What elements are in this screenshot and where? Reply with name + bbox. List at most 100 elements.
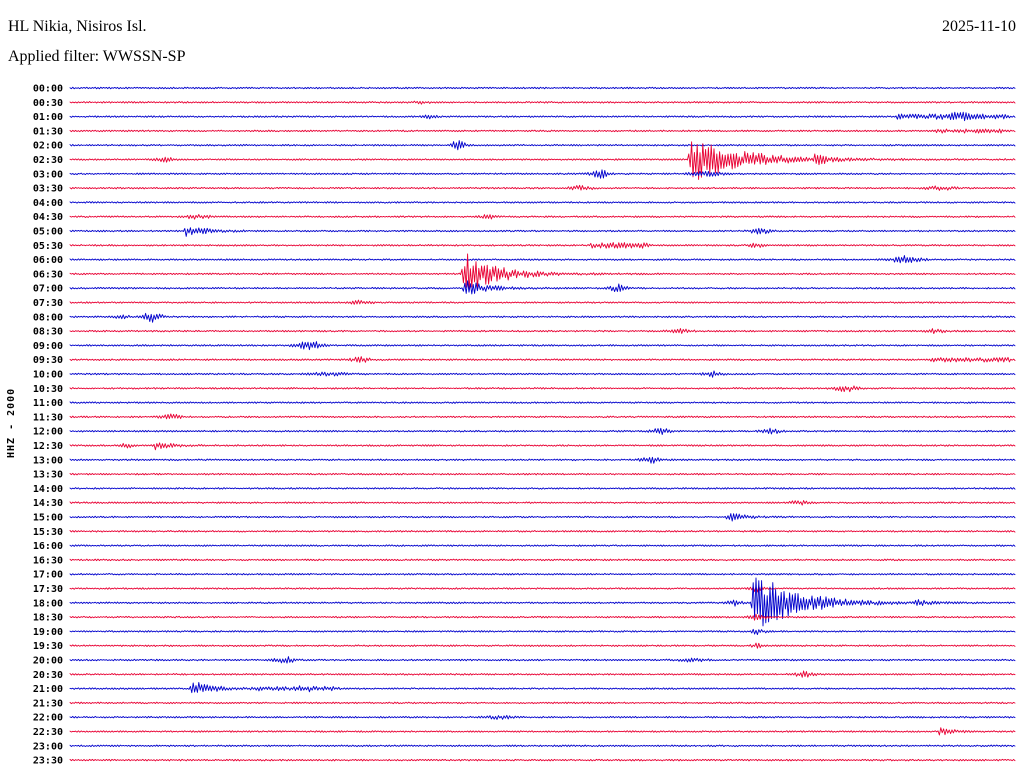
trace-time-label: 06:00	[33, 255, 63, 266]
seismic-trace	[69, 530, 1016, 533]
seismic-trace	[69, 613, 1016, 621]
trace-time-label: 02:00	[33, 141, 63, 152]
seismic-trace	[69, 472, 1016, 476]
trace-time-label: 06:30	[33, 269, 63, 280]
trace-time-label: 08:30	[33, 327, 63, 338]
seismic-trace	[69, 427, 1016, 435]
trace-time-label: 21:30	[33, 698, 63, 709]
seismic-trace	[69, 242, 1016, 249]
trace-time-label: 04:00	[33, 198, 63, 209]
trace-time-label: 00:30	[33, 98, 63, 109]
trace-time-label: 07:30	[33, 298, 63, 309]
seismic-trace	[69, 714, 1016, 720]
seismic-trace	[69, 253, 1016, 293]
trace-time-label: 08:00	[33, 312, 63, 323]
trace-time-label: 23:30	[33, 756, 63, 767]
trace-time-label: 13:00	[33, 455, 63, 466]
trace-time-label: 04:30	[33, 212, 63, 223]
seismic-trace	[69, 513, 1016, 522]
seismic-trace	[69, 670, 1016, 678]
trace-time-label: 05:00	[33, 227, 63, 238]
seismic-trace	[69, 487, 1016, 490]
trace-time-label: 16:30	[33, 555, 63, 566]
date-label: 2025-11-10	[941, 18, 1016, 35]
trace-time-label: 16:00	[33, 541, 63, 552]
seismic-trace	[69, 442, 1016, 451]
trace-time-label: 10:30	[33, 384, 63, 395]
seismic-trace	[69, 255, 1016, 264]
trace-time-label: 12:00	[33, 427, 63, 438]
trace-time-label: 10:00	[33, 370, 63, 381]
seismic-trace	[69, 744, 1016, 748]
seismic-trace	[69, 184, 1016, 191]
trace-time-label: 12:30	[33, 441, 63, 452]
seismic-trace	[69, 341, 1016, 351]
seismic-trace	[69, 111, 1016, 122]
seismic-trace	[69, 758, 1016, 762]
trace-time-label: 23:00	[33, 741, 63, 752]
seismic-trace	[69, 727, 1016, 736]
seismic-trace	[69, 214, 1016, 220]
trace-time-label: 20:00	[33, 656, 63, 667]
seismic-trace	[69, 169, 1016, 179]
seismic-trace	[69, 227, 1016, 237]
trace-time-label: 01:00	[33, 112, 63, 123]
seismic-trace	[69, 401, 1016, 404]
station-title: HL Nikia, Nisiros Isl.	[8, 18, 147, 35]
trace-time-label: 13:30	[33, 470, 63, 481]
trace-time-label: 11:30	[33, 412, 63, 423]
trace-time-label: 17:30	[33, 584, 63, 595]
seismic-trace	[69, 312, 1016, 323]
trace-time-label: 21:00	[33, 684, 63, 695]
seismic-trace	[69, 100, 1016, 105]
trace-time-label: 14:00	[33, 484, 63, 495]
seismic-trace	[69, 681, 1016, 694]
trace-time-label: 00:00	[33, 84, 63, 95]
seismic-trace	[69, 370, 1016, 378]
trace-time-label: 22:00	[33, 713, 63, 724]
trace-time-label: 15:00	[33, 513, 63, 524]
trace-time-label: 22:30	[33, 727, 63, 738]
seismic-trace	[69, 456, 1016, 464]
trace-time-label: 17:00	[33, 570, 63, 581]
trace-time-label: 19:30	[33, 641, 63, 652]
seismic-trace	[69, 701, 1016, 705]
trace-time-label: 01:30	[33, 126, 63, 137]
trace-time-label: 05:30	[33, 241, 63, 252]
trace-time-label: 15:30	[33, 527, 63, 538]
seismic-trace	[69, 128, 1016, 134]
seismic-trace	[69, 572, 1016, 576]
seismic-trace	[69, 500, 1016, 506]
seismic-trace	[69, 413, 1016, 420]
seismic-trace	[69, 140, 1016, 151]
trace-time-label: 09:00	[33, 341, 63, 352]
trace-time-label: 20:30	[33, 670, 63, 681]
trace-time-label: 19:00	[33, 627, 63, 638]
trace-time-label: 14:30	[33, 498, 63, 509]
seismic-trace	[69, 544, 1016, 547]
trace-time-label: 03:00	[33, 169, 63, 180]
trace-time-label: 03:30	[33, 184, 63, 195]
trace-time-label: 09:30	[33, 355, 63, 366]
seismic-trace	[69, 642, 1016, 649]
seismic-trace	[69, 86, 1016, 90]
trace-time-label: 07:00	[33, 284, 63, 295]
trace-time-label: 18:00	[33, 598, 63, 609]
filter-label: Applied filter: WWSSN-SP	[8, 48, 186, 65]
seismic-trace	[69, 585, 1016, 593]
seismic-trace	[69, 558, 1016, 562]
seismic-trace	[69, 385, 1016, 393]
seismic-trace	[69, 656, 1016, 664]
seismic-trace	[69, 577, 1016, 627]
seismic-trace	[69, 356, 1016, 363]
trace-time-label: 02:30	[33, 155, 63, 166]
seismic-trace	[69, 280, 1016, 295]
seismic-trace	[69, 299, 1016, 305]
seismic-trace	[69, 201, 1016, 204]
trace-time-label: 18:30	[33, 613, 63, 624]
seismic-trace	[69, 328, 1016, 335]
seismic-trace	[69, 628, 1016, 636]
trace-time-label: 11:00	[33, 398, 63, 409]
